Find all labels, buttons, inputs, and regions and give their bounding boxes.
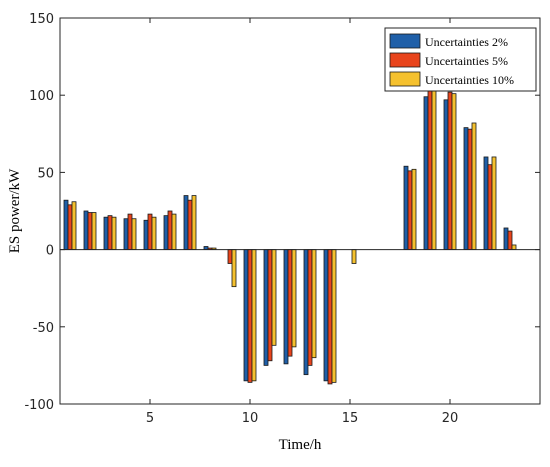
legend: Uncertainties 2% Uncertainties 5% Uncertai… xyxy=(384,27,537,92)
bar-s3-t19 xyxy=(431,90,437,250)
x-tick-label: 20 xyxy=(442,411,459,426)
bar-s2-t6 xyxy=(167,210,173,250)
x-tick-label: 5 xyxy=(146,411,154,426)
bar-s2-t10 xyxy=(247,249,253,383)
bar-s1-t23 xyxy=(503,227,509,250)
y-tick-label: -100 xyxy=(24,398,54,413)
bar-s1-t7 xyxy=(183,195,189,250)
bar-s1-t18 xyxy=(403,165,409,250)
bar-s3-t18 xyxy=(411,168,417,250)
bar-s2-t20 xyxy=(447,91,453,251)
bar-s1-t3 xyxy=(103,216,109,250)
plot-frame xyxy=(59,17,541,405)
bar-s1-t14 xyxy=(323,249,329,382)
bar-s1-t10 xyxy=(243,249,249,382)
bar-s3-t14 xyxy=(331,249,337,383)
bar-s2-t18 xyxy=(407,170,413,250)
x-axis-label: Time/h xyxy=(279,437,322,453)
bar-s2-t19 xyxy=(427,87,433,250)
bar-s3-t9 xyxy=(231,249,237,288)
y-axis: -100 -50 0 50 100 150 xyxy=(24,12,540,413)
x-axis: 5 10 15 20 xyxy=(146,18,458,426)
bar-s3-t21 xyxy=(471,122,477,250)
bar-s1-t11 xyxy=(263,249,269,366)
bar-s2-t23 xyxy=(507,230,513,251)
bar-s2-t5 xyxy=(147,213,153,250)
y-tick-label: 50 xyxy=(37,166,54,181)
bar-s2-t4 xyxy=(127,213,133,250)
legend-swatch-3 xyxy=(389,71,421,87)
y-tick-label: 100 xyxy=(29,89,54,104)
bar-s3-t13 xyxy=(311,249,317,359)
bar-s3-t20 xyxy=(451,93,457,251)
bar-s2-t9 xyxy=(227,249,233,264)
bar-s3-t4 xyxy=(131,218,137,251)
bar-s1-t22 xyxy=(483,156,489,251)
x-tick-label: 15 xyxy=(342,411,359,426)
bar-s3-t2 xyxy=(91,212,97,250)
bar-s2-t1 xyxy=(67,204,73,251)
y-tick-label: 150 xyxy=(29,12,54,27)
bar-s2-t2 xyxy=(87,212,93,250)
y-tick-label: -50 xyxy=(33,321,54,336)
legend-swatch-2 xyxy=(389,52,421,68)
bar-s1-t2 xyxy=(83,210,89,250)
bar-s3-t7 xyxy=(191,195,197,250)
legend-label-2: Uncertainties 5% xyxy=(425,54,508,68)
x-tick-label: 10 xyxy=(242,411,259,426)
bar-s2-t22 xyxy=(487,164,493,250)
bar-s1-t19 xyxy=(423,96,429,250)
bar-s2-t3 xyxy=(107,215,113,251)
bar-s1-t12 xyxy=(283,249,289,365)
bar-s1-t4 xyxy=(123,218,129,251)
bar-s1-t1 xyxy=(63,199,69,251)
bar-s1-t6 xyxy=(163,215,169,251)
legend-label-3: Uncertainties 10% xyxy=(425,73,514,87)
bar-s2-t14 xyxy=(327,249,333,385)
bar-s1-t20 xyxy=(443,99,449,251)
bar-s3-t11 xyxy=(271,249,277,346)
bar-s2-t11 xyxy=(267,249,273,362)
legend-label-1: Uncertainties 2% xyxy=(425,35,508,49)
bar-s3-t22 xyxy=(491,156,497,251)
bar-s2-t12 xyxy=(287,249,293,357)
y-axis-label: ES power/kW xyxy=(7,168,23,253)
bars-group xyxy=(63,87,517,385)
bar-s3-t6 xyxy=(171,213,177,250)
bar-s3-t12 xyxy=(291,249,297,348)
bar-s3-t23 xyxy=(511,244,517,251)
y-tick-label: 0 xyxy=(46,244,54,259)
bar-s2-t21 xyxy=(467,128,473,250)
bar-s2-t7 xyxy=(187,199,193,251)
bar-s3-t10 xyxy=(251,249,257,382)
bar-s1-t21 xyxy=(463,127,469,251)
bar-s3-t15 xyxy=(351,249,357,264)
bar-s2-t13 xyxy=(307,249,313,366)
bar-s3-t5 xyxy=(151,216,157,250)
bar-s1-t5 xyxy=(143,219,149,250)
bar-s3-t3 xyxy=(111,216,117,250)
bar-s3-t1 xyxy=(71,201,77,251)
bar-s1-t13 xyxy=(303,249,309,376)
legend-swatch-1 xyxy=(389,33,421,49)
